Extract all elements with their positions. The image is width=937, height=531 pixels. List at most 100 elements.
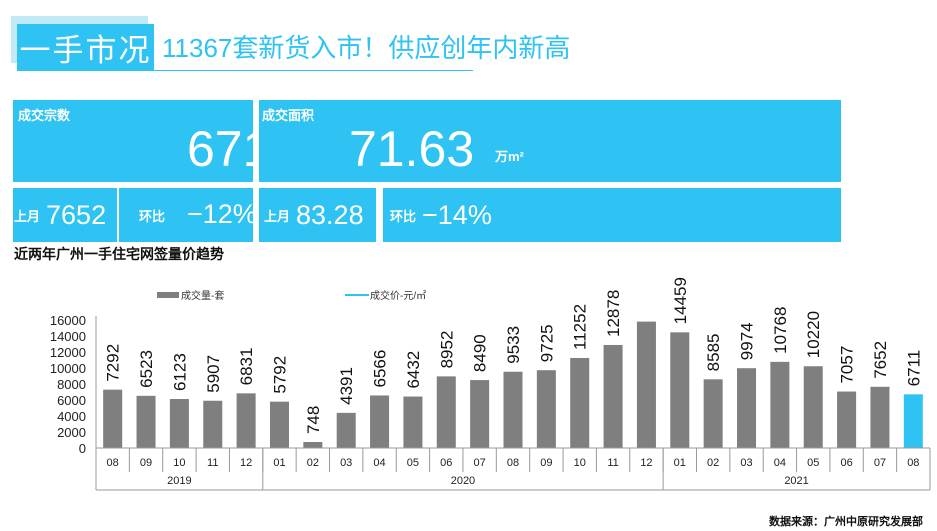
- year-label: 2021: [784, 475, 808, 487]
- chart-title: 近两年广州一手住宅网签量价趋势: [14, 246, 224, 262]
- volume-mom-label: 环比: [139, 209, 166, 224]
- bar: [336, 412, 356, 448]
- bar: [303, 442, 323, 448]
- bar-data-label: 8490: [471, 334, 490, 372]
- volume-prev-label: 上月: [14, 208, 41, 224]
- x-tick-label: 08: [507, 457, 519, 469]
- bar: [136, 395, 156, 448]
- bar: [503, 371, 523, 448]
- area-unit: 万m²: [495, 149, 524, 164]
- legend-bar-swatch: [157, 292, 179, 298]
- x-tick-label: 06: [440, 457, 452, 469]
- bar-data-label: 6831: [237, 348, 256, 386]
- volume-prev-value: 7652: [46, 199, 107, 230]
- bar: [169, 399, 189, 448]
- y-tick-label: 10000: [50, 361, 86, 376]
- bar: [570, 357, 590, 448]
- area-prev-card: 上月 83.28: [259, 188, 376, 242]
- bar: [703, 379, 723, 448]
- y-tick-label: 2000: [57, 425, 86, 440]
- x-tick-label: 09: [140, 457, 152, 469]
- bar-data-label: 6566: [371, 350, 390, 388]
- area-card: 成交面积 71.63 万m²: [259, 100, 841, 182]
- page-title: 11367套新货入市！供应创年内新高: [162, 33, 571, 63]
- bar-data-label: 6432: [404, 351, 423, 389]
- bar: [536, 370, 556, 448]
- y-tick-label: 16000: [50, 313, 86, 328]
- bar-data-label: 10220: [804, 311, 823, 358]
- bar-data-label: 7057: [838, 346, 857, 384]
- bar-chart: 成交量-套 成交价-元/㎡0200040006000800010000120001…: [50, 277, 931, 491]
- bar-data-label: 9725: [537, 324, 556, 362]
- bar: [236, 393, 256, 448]
- x-tick-label: 05: [407, 457, 419, 469]
- bar: [837, 391, 857, 448]
- y-tick-label: 8000: [57, 377, 86, 392]
- x-tick-label: 11: [607, 457, 618, 469]
- x-tick-label: 02: [707, 457, 719, 469]
- x-tick-label: 09: [540, 457, 552, 469]
- bar-data-label: 10768: [771, 307, 790, 354]
- bar-data-label: 8952: [437, 331, 456, 369]
- x-tick-label: 07: [474, 457, 486, 469]
- y-tick-label: 6000: [57, 393, 86, 408]
- bar: [870, 386, 890, 448]
- x-tick-label: 10: [173, 457, 185, 469]
- bar: [770, 361, 790, 448]
- x-tick-label: 07: [874, 457, 886, 469]
- area-prev-value: 83.28: [296, 199, 364, 230]
- area-prev-label: 上月: [264, 208, 291, 224]
- bar-data-label: 9533: [504, 326, 523, 364]
- legend-bar-label: 成交量-套: [181, 289, 224, 302]
- x-tick-label: 11: [207, 457, 218, 469]
- y-tick-label: 12000: [50, 345, 86, 360]
- bar: [470, 380, 490, 448]
- y-tick-label: 4000: [57, 409, 86, 424]
- bar-data-label: 5907: [204, 355, 223, 393]
- bar-data-label: 7292: [104, 344, 123, 382]
- section-label: 一手市况: [17, 24, 154, 71]
- area-mom-label: 环比: [390, 208, 417, 224]
- bar-data-label: 6523: [137, 350, 156, 388]
- area-mom-value: −14%: [422, 199, 492, 230]
- x-tick-label: 12: [240, 457, 252, 469]
- x-tick-label: 12: [640, 457, 652, 469]
- area-value: 71.63: [349, 121, 475, 177]
- x-tick-label: 08: [107, 457, 119, 469]
- x-tick-label: 03: [340, 457, 352, 469]
- y-tick-label: 14000: [50, 329, 86, 344]
- x-tick-label: 02: [307, 457, 319, 469]
- volume-label: 成交宗数: [18, 108, 71, 123]
- bar: [203, 400, 223, 448]
- bar: [636, 321, 656, 448]
- x-tick-label: 10: [574, 457, 586, 469]
- bar-data-label: 12878: [604, 290, 623, 337]
- bar: [603, 344, 623, 448]
- volume-mom-card: 环比 −12%: [119, 188, 257, 242]
- bar-data-label: 6711: [904, 350, 923, 387]
- y-tick-label: 0: [79, 441, 86, 456]
- header-underline: [154, 70, 473, 71]
- bar: [269, 401, 289, 448]
- year-label: 2020: [451, 475, 475, 487]
- bar-data-label: 5792: [270, 356, 289, 394]
- year-label: 2019: [167, 475, 191, 487]
- bar: [803, 366, 823, 448]
- bar-data-label: 748: [304, 406, 323, 434]
- bar-data-label: 8585: [704, 333, 723, 371]
- x-tick-label: 01: [674, 457, 686, 469]
- bar-data-label: 4391: [337, 367, 356, 405]
- volume-card: 成交宗数 6711 套: [13, 100, 323, 182]
- data-source: 数据来源：广州中原研究发展部: [769, 516, 923, 528]
- x-tick-label: 05: [807, 457, 819, 469]
- bar: [670, 332, 690, 448]
- bar: [370, 395, 390, 448]
- bar: [903, 394, 923, 448]
- x-tick-label: 08: [907, 457, 919, 469]
- x-tick-label: 06: [840, 457, 852, 469]
- bar: [403, 396, 423, 448]
- volume-mom-value: −12%: [187, 199, 257, 229]
- x-tick-label: 01: [273, 457, 285, 469]
- legend-line-label: 成交价-元/㎡: [370, 289, 426, 302]
- bar-data-label: 11252: [571, 304, 590, 350]
